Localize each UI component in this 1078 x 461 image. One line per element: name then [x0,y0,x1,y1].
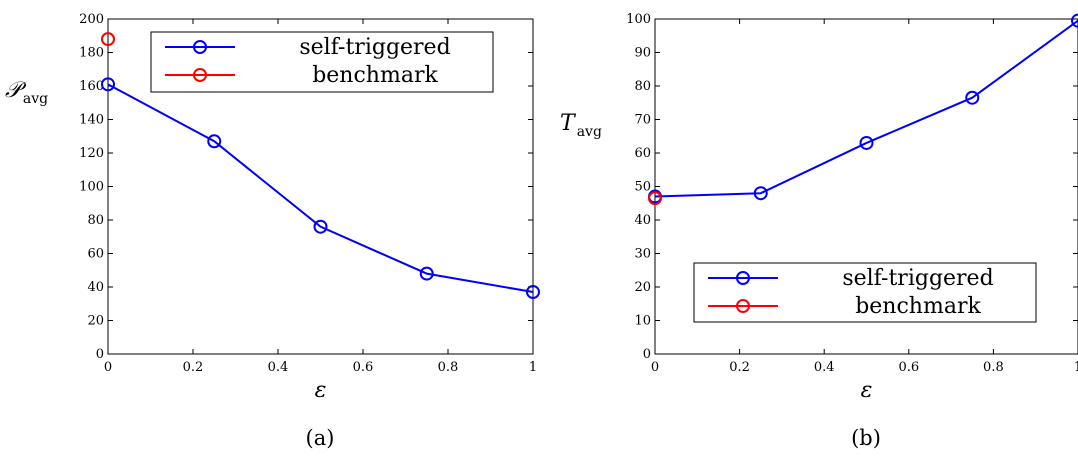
y-tick-label: 50 [634,180,651,195]
y-tick-label: 100 [79,180,104,195]
y-tick-label: 20 [634,280,651,295]
series-self-triggered [648,13,1078,204]
legend-label: self-triggered [842,266,993,291]
x-tick-label: 0 [104,360,112,375]
legend-swatch-marker [736,271,750,285]
x-tick-label: 0.6 [898,360,919,375]
y-tick-label: 40 [87,280,104,295]
y-tick-label: 30 [634,247,651,262]
data-point [207,134,222,149]
y-tick-label: 90 [634,46,651,61]
data-point [101,32,115,47]
data-point [859,135,874,150]
y-tick-label: 180 [79,46,104,61]
x-tick-label: 0.4 [814,360,835,375]
legend-swatch-marker [736,299,750,313]
y-tick-label: 80 [634,79,651,94]
y-tick-label: 120 [79,146,104,161]
legend-swatch-marker [193,68,207,82]
data-point [101,77,115,92]
x-tick-label: 0.6 [353,360,374,375]
subfigure-caption: (b) [851,426,881,450]
legend: self-triggered benchmark [150,31,494,93]
x-tick-label: 0.2 [183,360,204,375]
data-point [965,90,980,105]
legend-label: benchmark [855,294,981,319]
legend-box [150,31,494,93]
x-axis-label: ε [315,378,327,403]
x-tick-label: 0.8 [438,360,459,375]
y-tick-label: 20 [87,314,104,329]
x-tick-label: 0.4 [268,360,289,375]
y-tick-label: 60 [634,146,651,161]
legend: self-triggered benchmark [693,262,1037,323]
data-point [648,191,662,206]
series-benchmark [101,32,115,47]
legend-swatch-marker [193,40,207,54]
y-tick-label: 40 [634,213,651,228]
y-tick-label: 0 [96,347,104,362]
y-tick-label: 100 [626,12,651,27]
y-tick-label: 60 [87,247,104,262]
y-tick-label: 10 [634,314,651,329]
data-point [753,186,768,201]
subfigure-caption: (a) [306,426,335,450]
x-tick-label: 1 [1074,360,1078,375]
data-point [1071,13,1078,28]
y-tick-label: 0 [643,347,651,362]
x-tick-label: 0.2 [729,360,750,375]
chart-a: 0 20 40 60 80 100 120 140 160 180 200 0 0.2 0.4 0.6 0.8… [5,12,540,450]
x-axis-label: ε [861,378,873,403]
data-point [526,285,540,300]
legend-label: self-triggered [299,35,450,60]
x-tick-label: 1 [529,360,537,375]
series-self-triggered [101,77,540,300]
x-tick-label: 0.8 [983,360,1004,375]
x-tick-label: 0 [651,360,659,375]
series-line [107,83,534,294]
series-benchmark [648,191,662,206]
y-tick-label: 160 [79,79,104,94]
series-line [654,19,1078,198]
y-tick-label: 200 [79,12,104,27]
data-point [419,266,434,281]
y-tick-label: 140 [79,113,104,128]
chart-b: 0 10 20 30 40 50 60 70 80 90 100 0 0.2 0.4 0.6 0.8 1 self… [560,12,1078,450]
legend-label: benchmark [312,63,438,88]
legend-box [693,262,1037,323]
y-tick-label: 80 [87,213,104,228]
y-tick-label: 70 [634,113,651,128]
data-point [313,219,328,234]
